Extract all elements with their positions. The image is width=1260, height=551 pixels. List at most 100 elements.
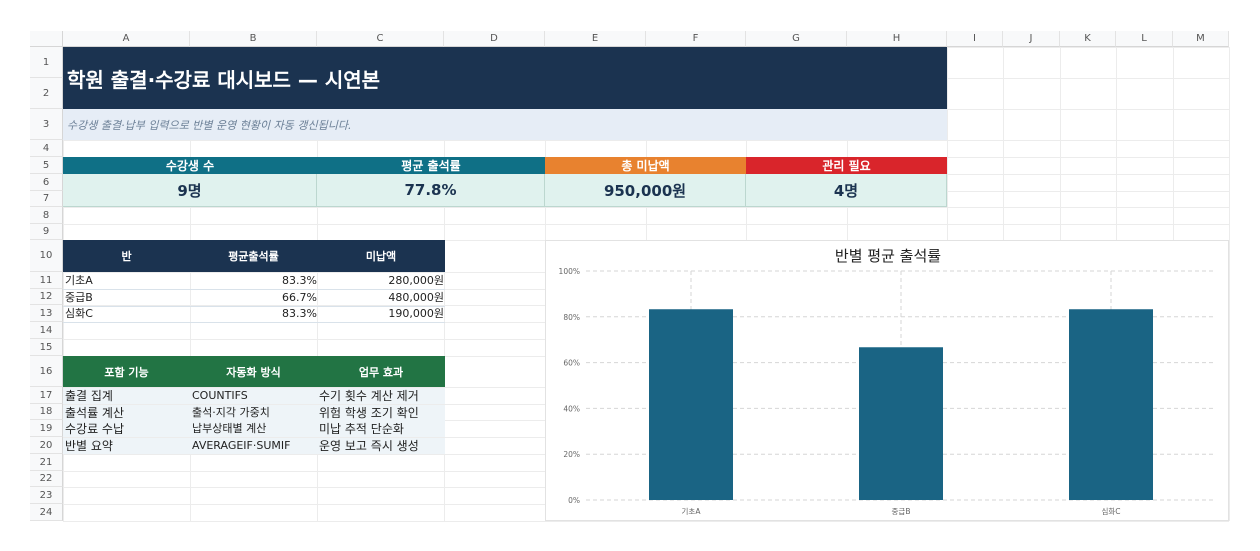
kpi-label[interactable]: 관리 필요 bbox=[746, 157, 947, 174]
column-header-g[interactable]: G bbox=[746, 31, 847, 47]
row-header-11[interactable]: 11 bbox=[30, 272, 63, 289]
method-cell[interactable]: AVERAGEIF·SUMIF bbox=[192, 439, 291, 453]
row-header-18[interactable]: 18 bbox=[30, 404, 63, 420]
row-header-1[interactable]: 1 bbox=[30, 47, 63, 78]
row-header-6[interactable]: 6 bbox=[30, 174, 63, 191]
dashboard-subtitle[interactable]: 수강생 출결·납부 입력으로 반별 운영 현황이 자동 갱신됩니다. bbox=[63, 109, 947, 140]
class-name-cell[interactable]: 중급B bbox=[65, 290, 93, 304]
column-header-h[interactable]: H bbox=[847, 31, 947, 47]
grid-line bbox=[63, 47, 64, 521]
x-tick-label: 중급B bbox=[892, 507, 911, 516]
effect-cell[interactable]: 미납 추적 단순화 bbox=[319, 422, 404, 437]
bar-2[interactable] bbox=[1069, 309, 1153, 500]
class-rate-cell[interactable]: 83.3% bbox=[282, 274, 317, 287]
kpi-value[interactable]: 4명 bbox=[746, 174, 947, 207]
row-header-9[interactable]: 9 bbox=[30, 224, 63, 240]
column-header-l[interactable]: L bbox=[1116, 31, 1173, 47]
class-rate-cell[interactable]: 66.7% bbox=[282, 290, 317, 304]
column-header-m[interactable]: M bbox=[1173, 31, 1229, 47]
kpi-label[interactable]: 평균 출석률 bbox=[317, 157, 545, 174]
row-header-16[interactable]: 16 bbox=[30, 356, 63, 387]
row-header-7[interactable]: 7 bbox=[30, 191, 63, 207]
row-header-19[interactable]: 19 bbox=[30, 420, 63, 437]
select-all-corner[interactable] bbox=[30, 31, 63, 47]
grid-line bbox=[63, 521, 1229, 522]
feature-table-header[interactable]: 포함 기능 bbox=[63, 356, 190, 387]
grid-line bbox=[63, 224, 1229, 225]
row-header-8[interactable]: 8 bbox=[30, 207, 63, 224]
row-header-14[interactable]: 14 bbox=[30, 322, 63, 339]
attendance-chart[interactable]: 반별 평균 출석률 0% 20% 40% 60% 80% 100% 기초A 중급B 심화C bbox=[545, 240, 1229, 521]
dashboard-title[interactable]: 학원 출결·수강료 대시보드 — 시연본 bbox=[63, 47, 947, 109]
x-tick-label: 기초A bbox=[682, 507, 702, 516]
class-table-header[interactable]: 미납액 bbox=[317, 240, 445, 272]
grid-line bbox=[1229, 47, 1230, 521]
feature-table-header[interactable]: 자동화 방식 bbox=[190, 356, 317, 387]
class-unpaid-cell[interactable]: 190,000원 bbox=[388, 307, 444, 320]
row-header-20[interactable]: 20 bbox=[30, 437, 63, 454]
class-table-header[interactable]: 평균출석률 bbox=[190, 240, 317, 272]
kpi-value[interactable]: 950,000원 bbox=[545, 174, 746, 207]
effect-cell[interactable]: 운영 보고 즉시 생성 bbox=[319, 439, 419, 454]
row-divider bbox=[63, 305, 445, 307]
class-rate-cell[interactable]: 83.3% bbox=[282, 307, 317, 320]
feature-row-bg bbox=[63, 404, 445, 421]
class-table-header[interactable]: 반 bbox=[63, 240, 190, 272]
row-header-13[interactable]: 13 bbox=[30, 305, 63, 322]
feature-row-bg bbox=[63, 438, 445, 455]
column-header-d[interactable]: D bbox=[444, 31, 545, 47]
grid-line bbox=[317, 47, 318, 521]
feature-cell[interactable]: 수강료 수납 bbox=[65, 422, 125, 437]
y-tick-label: 0% bbox=[568, 496, 580, 505]
row-header-21[interactable]: 21 bbox=[30, 454, 63, 471]
row-header-5[interactable]: 5 bbox=[30, 157, 63, 174]
method-cell[interactable]: 출석·지각 가중치 bbox=[192, 405, 270, 419]
column-header-b[interactable]: B bbox=[190, 31, 317, 47]
grid-line bbox=[444, 47, 445, 521]
bar-1[interactable] bbox=[859, 347, 943, 500]
method-cell[interactable]: COUNTIFS bbox=[192, 389, 248, 402]
row-divider bbox=[63, 322, 445, 323]
kpi-label[interactable]: 수강생 수 bbox=[63, 157, 317, 174]
row-header-22[interactable]: 22 bbox=[30, 471, 63, 487]
feature-cell[interactable]: 출결 집계 bbox=[65, 389, 113, 403]
feature-table-header[interactable]: 업무 효과 bbox=[317, 356, 445, 387]
y-tick-label: 60% bbox=[563, 359, 580, 368]
class-name-cell[interactable]: 기초A bbox=[65, 274, 93, 287]
class-unpaid-cell[interactable]: 480,000원 bbox=[388, 290, 444, 304]
kpi-value[interactable]: 9명 bbox=[63, 174, 317, 207]
column-header-k[interactable]: K bbox=[1060, 31, 1116, 47]
kpi-value[interactable]: 77.8% bbox=[317, 174, 545, 207]
row-header-23[interactable]: 23 bbox=[30, 487, 63, 504]
row-header-10[interactable]: 10 bbox=[30, 240, 63, 272]
class-unpaid-cell[interactable]: 280,000원 bbox=[388, 274, 444, 287]
row-header-4[interactable]: 4 bbox=[30, 140, 63, 157]
column-header-f[interactable]: F bbox=[646, 31, 746, 47]
row-header-12[interactable]: 12 bbox=[30, 289, 63, 305]
grid-line bbox=[63, 140, 1229, 141]
column-header-i[interactable]: I bbox=[947, 31, 1003, 47]
kpi-label[interactable]: 총 미납액 bbox=[545, 157, 746, 174]
feature-cell[interactable]: 반별 요약 bbox=[65, 439, 113, 454]
row-header-2[interactable]: 2 bbox=[30, 78, 63, 109]
chart-plot: 0% 20% 40% 60% 80% 100% 기초A 중급B 심화C bbox=[559, 267, 1216, 516]
grid-line bbox=[63, 207, 1229, 208]
feature-cell[interactable]: 출석률 계산 bbox=[65, 405, 125, 420]
row-header-3[interactable]: 3 bbox=[30, 109, 63, 140]
bar-0[interactable] bbox=[649, 309, 733, 500]
class-name-cell[interactable]: 심화C bbox=[65, 307, 93, 320]
row-header-17[interactable]: 17 bbox=[30, 387, 63, 404]
feature-row-bg bbox=[63, 388, 445, 404]
row-header-15[interactable]: 15 bbox=[30, 339, 63, 356]
column-header-c[interactable]: C bbox=[317, 31, 444, 47]
method-cell[interactable]: 납부상태별 계산 bbox=[192, 422, 267, 436]
effect-cell[interactable]: 위험 학생 조기 확인 bbox=[319, 405, 419, 420]
y-tick-label: 100% bbox=[559, 267, 580, 276]
column-header-a[interactable]: A bbox=[63, 31, 190, 47]
column-header-e[interactable]: E bbox=[545, 31, 646, 47]
row-header-24[interactable]: 24 bbox=[30, 504, 63, 521]
column-header-j[interactable]: J bbox=[1003, 31, 1060, 47]
effect-cell[interactable]: 수기 횟수 계산 제거 bbox=[319, 389, 419, 403]
y-tick-label: 80% bbox=[563, 313, 580, 322]
